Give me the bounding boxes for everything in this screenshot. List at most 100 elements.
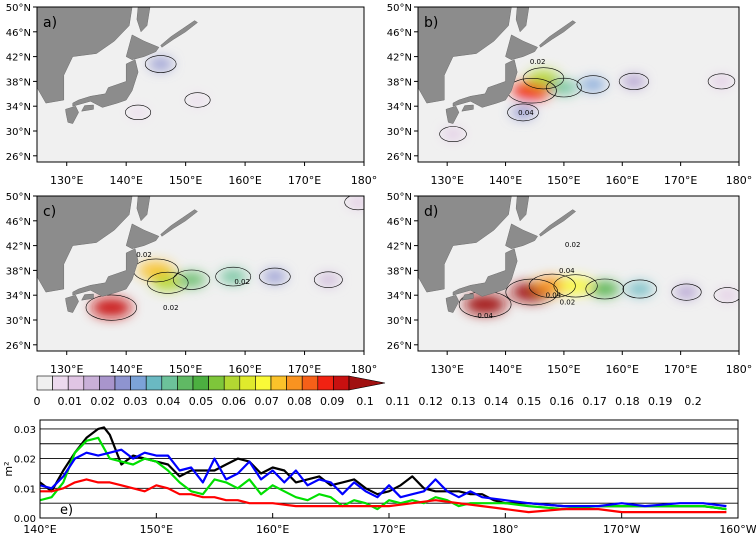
colorbar-tick-label: 0.01 xyxy=(58,395,83,408)
contour-line xyxy=(344,196,364,211)
colorbar-tick-label: 0 xyxy=(34,395,41,408)
contour-line xyxy=(622,279,657,299)
colorbar-tick-label: 0.05 xyxy=(189,395,214,408)
y-tick-label: 34°N xyxy=(6,291,31,302)
field-blob xyxy=(177,272,206,287)
land-mass xyxy=(72,59,139,108)
contour-label: 0.02 xyxy=(530,58,546,66)
series-line xyxy=(40,426,727,511)
x-tick-label: 130°E xyxy=(50,363,83,376)
field-layer xyxy=(442,70,732,140)
colorbar-swatch xyxy=(192,375,209,391)
colorbar-tick-label: 0.14 xyxy=(484,395,509,408)
land-mass xyxy=(539,209,577,237)
x-tick-label: 170°E xyxy=(288,174,321,187)
x-tick-label: 140°E xyxy=(109,363,142,376)
colorbar-tick-label: 0.2 xyxy=(684,395,702,408)
series-layer xyxy=(40,426,727,514)
colorbar-tick-label: 0.18 xyxy=(615,395,640,408)
colorbar-swatch xyxy=(161,375,178,391)
field-blob xyxy=(442,128,464,140)
x-tick-label: 150°E xyxy=(140,523,173,536)
x-tick-label: 150°E xyxy=(169,174,202,187)
contour-label: 0.04 xyxy=(546,292,562,300)
y-tick-label: 42°N xyxy=(387,242,412,253)
panel-label: b) xyxy=(424,15,438,31)
field-blob xyxy=(622,75,646,88)
series-line xyxy=(40,448,727,508)
map-panel-b: 0.02 0.04 130°E 140°E 150°E 160°E 170°E 180° 26°… xyxy=(387,3,752,187)
y-tick-label: 38°N xyxy=(6,266,31,277)
map-frame xyxy=(36,195,365,352)
x-tick-label: 170°E xyxy=(288,363,321,376)
map-frame xyxy=(417,6,740,163)
y-tick-label: 46°N xyxy=(387,217,412,228)
contour-label: 0.02 xyxy=(560,299,576,307)
x-tick-label: 140°E xyxy=(489,363,522,376)
colorbar-tick-label: 0.09 xyxy=(320,395,345,408)
contour-line xyxy=(259,267,291,286)
field-blob xyxy=(148,57,173,71)
colorbar-tick-label: 0.15 xyxy=(517,395,542,408)
x-tick-label: 160°E xyxy=(228,363,261,376)
x-tick-label: 150°E xyxy=(547,174,580,187)
x-tick-label: 160°E xyxy=(228,174,261,187)
contour-line xyxy=(507,103,539,122)
colorbar-tick-label: 0.1 xyxy=(356,395,374,408)
field-blob xyxy=(90,297,132,318)
x-tick-label: 170°E xyxy=(664,363,697,376)
colorbar-swatch xyxy=(177,375,194,391)
land-mass xyxy=(445,294,460,313)
colorbar-swatch xyxy=(301,375,319,391)
colorbar-tick-label: 0.12 xyxy=(418,395,443,408)
land-mass xyxy=(125,223,160,249)
contour-line xyxy=(313,271,343,288)
contour-line xyxy=(172,269,211,290)
colorbar-swatch xyxy=(67,375,85,391)
land-mass xyxy=(72,248,139,297)
field-layer xyxy=(90,196,364,318)
x-tick-label: 160°E xyxy=(606,174,639,187)
field-blob xyxy=(527,70,560,87)
colorbar-swatch xyxy=(114,375,131,391)
colorbar-swatch xyxy=(286,375,303,391)
field-blob xyxy=(626,282,653,296)
y-tick-label: 42°N xyxy=(6,53,31,64)
colorbar-swatch xyxy=(52,375,69,391)
land-mass xyxy=(505,34,538,60)
x-tick-label: 150°E xyxy=(169,363,202,376)
series-line xyxy=(40,478,727,514)
contour-line xyxy=(713,287,739,304)
x-tick-label: 170°E xyxy=(664,174,697,187)
colorbar-swatch xyxy=(255,375,272,391)
x-tick-label: 180° xyxy=(351,363,378,376)
contour-label: 0.02 xyxy=(136,251,152,259)
field-blob xyxy=(550,80,578,95)
field-blob xyxy=(137,261,174,280)
panel-label: a) xyxy=(43,15,57,31)
map-panel-a: 130°E 140°E 150°E 160°E 170°E 180° 26°N 30°N 34°… xyxy=(6,3,377,187)
colorbar-swatch xyxy=(99,375,116,391)
contour-line xyxy=(618,72,650,90)
y-tick-label: 0.03 xyxy=(14,425,36,436)
panel-label: c) xyxy=(43,204,56,220)
x-tick-label: 140°E xyxy=(23,523,56,536)
colorbar-swatch xyxy=(83,375,100,391)
colorbar-swatch xyxy=(223,375,241,391)
colorbar-tick-label: 0.13 xyxy=(451,395,476,408)
x-tick-label: 180° xyxy=(351,174,378,187)
y-tick-label: 0.01 xyxy=(14,484,36,495)
contour-line xyxy=(553,274,598,298)
colorbar-swatch xyxy=(208,375,225,391)
field-blob xyxy=(717,289,738,301)
colorbar-tick-label: 0.11 xyxy=(386,395,411,408)
y-tick-label: 50°N xyxy=(387,3,412,14)
land-mass xyxy=(136,196,151,222)
land-mass xyxy=(81,104,94,112)
contour-label: 0.04 xyxy=(518,109,534,117)
panel-label: d) xyxy=(424,204,438,220)
land-mass xyxy=(452,248,518,297)
y-tick-label: 46°N xyxy=(6,217,31,228)
